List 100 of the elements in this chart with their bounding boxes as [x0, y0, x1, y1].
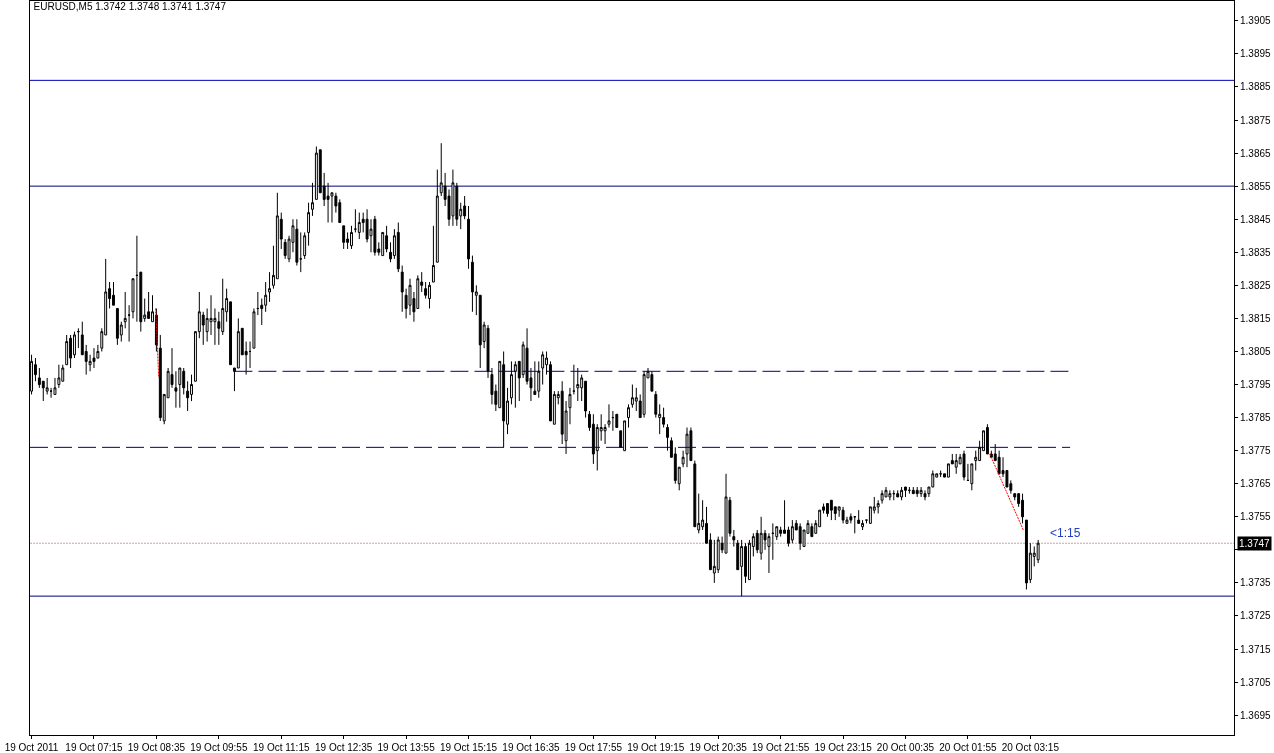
candlestick: [1036, 539, 1040, 564]
candlestick: [513, 360, 517, 409]
candlestick: [919, 486, 923, 498]
candlestick: [826, 503, 829, 518]
y-tick-label: 1.3845: [1240, 213, 1272, 225]
chart-title: EURUSD,M5 1.3742 1.3748 1.3741 1.3747: [33, 1, 227, 13]
candlestick: [385, 225, 389, 253]
y-tick-label: 1.3695: [1240, 709, 1272, 721]
x-tick-label: 19 Oct 17:55: [564, 742, 623, 753]
candlestick: [307, 202, 311, 247]
candlestick: [342, 225, 346, 250]
y-tick-label: 1.3735: [1240, 577, 1272, 589]
candlestick: [740, 539, 744, 597]
candlestick: [1024, 519, 1028, 591]
y-tick-label: 1.3825: [1240, 279, 1272, 291]
y-tick-label: 1.3775: [1240, 445, 1272, 457]
x-tick-label: 19 Oct 21:55: [752, 742, 810, 753]
y-tick-label: 1.3715: [1240, 643, 1272, 655]
candlestick: [954, 453, 958, 475]
candlestick: [911, 486, 915, 495]
candlestick: [147, 291, 151, 319]
candlestick: [853, 516, 857, 534]
candlestick: [470, 255, 474, 313]
candlestick: [357, 212, 361, 240]
candlestick: [451, 169, 455, 227]
x-tick-label: 19 Oct 11:15: [252, 742, 310, 753]
candlestick: [829, 499, 833, 521]
candlestick: [849, 512, 853, 524]
candlestick: [915, 486, 919, 498]
candlestick: [537, 360, 541, 399]
candlestick: [435, 169, 439, 263]
candlestick: [92, 347, 96, 369]
y-tick-label: 1.3805: [1240, 345, 1272, 357]
candlestick: [627, 403, 630, 429]
y-tick-label: 1.3815: [1240, 312, 1272, 324]
y-tick-label: 1.3835: [1240, 246, 1272, 258]
x-tick-label: 19 Oct 20:35: [689, 742, 748, 753]
candlestick: [798, 522, 802, 551]
candlestick: [467, 205, 470, 270]
candlestick: [299, 231, 303, 273]
candlestick: [888, 489, 892, 501]
x-tick-label: 19 Oct 09:55: [190, 742, 248, 753]
x-tick-label: 19 Oct 19:15: [627, 742, 685, 753]
x-tick-label: 20 Oct 00:35: [876, 742, 935, 753]
candlestick: [283, 238, 287, 260]
x-tick-label: 19 Oct 2011: [4, 742, 59, 753]
y-tick-label: 1.3765: [1240, 478, 1272, 490]
candlestick: [759, 516, 763, 561]
candlestick: [303, 231, 307, 260]
candlestick: [396, 222, 400, 273]
x-tick-label: 19 Oct 12:35: [315, 742, 373, 753]
candlestick: [1021, 493, 1024, 524]
x-tick-label: 20 Oct 03:15: [1001, 742, 1060, 753]
candlestick: [790, 519, 794, 544]
candlestick: [431, 225, 435, 283]
candlestick: [615, 413, 619, 429]
candlestick: [373, 215, 377, 257]
y-tick-label: 1.3755: [1240, 511, 1272, 523]
y-tick-label: 1.3795: [1240, 379, 1272, 391]
annotation: <1:15: [1050, 526, 1081, 540]
x-tick-label: 19 Oct 08:35: [127, 742, 186, 753]
candlestick: [666, 423, 669, 452]
candlestick: [896, 489, 900, 498]
candlestick: [311, 182, 314, 217]
candlestick: [810, 522, 814, 538]
y-tick-label: 1.3905: [1240, 15, 1272, 27]
candlestick: [314, 145, 318, 200]
candlestick: [112, 281, 115, 306]
candlestick: [502, 350, 506, 448]
candlestick: [268, 271, 272, 303]
candlestick: [685, 427, 689, 468]
candlestick: [642, 370, 646, 419]
candlestick: [576, 367, 580, 402]
candlestick: [623, 420, 627, 452]
candlestick: [970, 463, 974, 491]
candlestick: [428, 281, 431, 309]
y-tick-label: 1.3855: [1240, 180, 1272, 192]
candlestick: [724, 473, 728, 554]
candlestick: [295, 218, 299, 266]
y-tick-label: 1.3895: [1240, 48, 1272, 60]
candlestick: [158, 334, 162, 422]
x-tick-label: 19 Oct 23:15: [814, 742, 873, 753]
y-tick-label: 1.3705: [1240, 676, 1272, 688]
candlestick: [65, 334, 69, 366]
candlestick: [353, 208, 357, 233]
candlestick: [509, 360, 513, 405]
y-tick-label: 1.3875: [1240, 114, 1272, 126]
y-tick-label: 1.3865: [1240, 147, 1272, 159]
x-tick-label: 19 Oct 16:35: [502, 742, 561, 753]
x-tick-label: 20 Oct 01:55: [939, 742, 997, 753]
candlestick: [541, 350, 545, 386]
x-tick-label: 19 Oct 15:15: [439, 742, 498, 753]
y-tick-label: 1.3785: [1240, 412, 1272, 424]
candlestick: [76, 327, 80, 349]
candlestick: [985, 423, 989, 455]
x-tick-label: 19 Oct 13:55: [377, 742, 436, 753]
candlestick: [962, 450, 966, 481]
candlestick: [350, 225, 353, 250]
candlestick: [630, 384, 634, 409]
candlestick: [904, 486, 907, 498]
